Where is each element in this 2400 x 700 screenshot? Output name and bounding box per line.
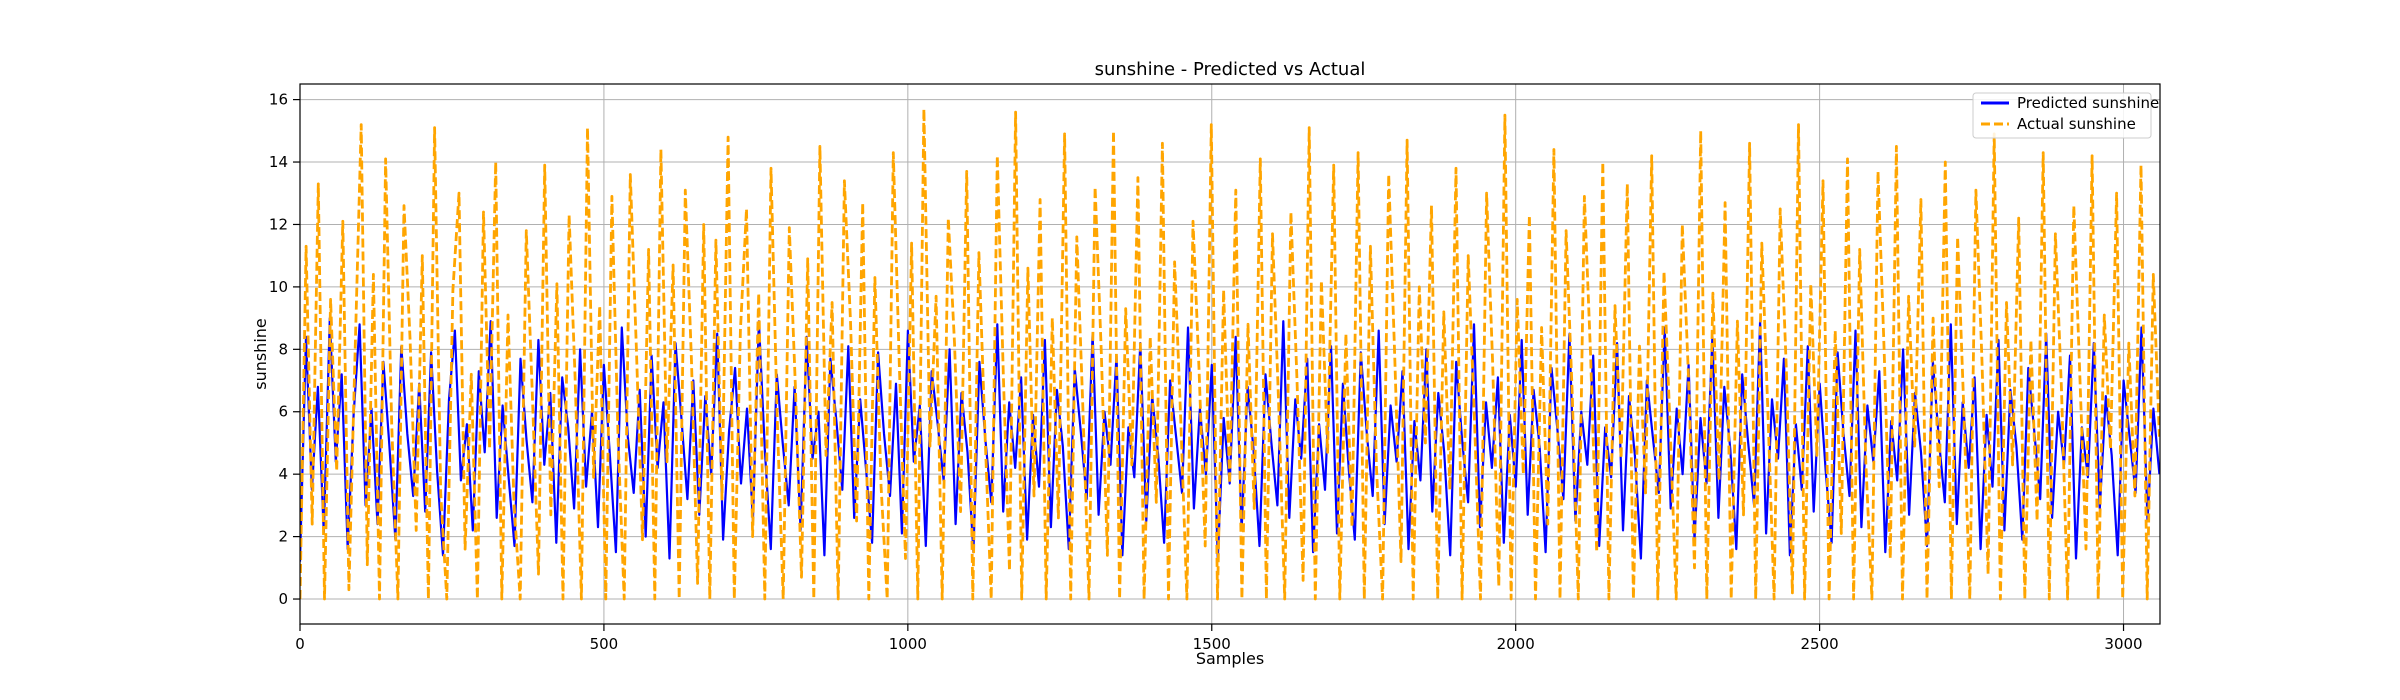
- y-tick-label: 8: [278, 340, 288, 358]
- y-tick-label: 0: [278, 590, 288, 608]
- x-tick-label: 2000: [1497, 635, 1535, 653]
- y-tick-label: 6: [278, 403, 288, 421]
- legend-label-predicted: Predicted sunshine: [2017, 94, 2159, 112]
- y-axis-label: sunshine: [251, 318, 270, 390]
- y-tick-label: 2: [278, 528, 288, 546]
- y-tick-label: 4: [278, 465, 288, 483]
- y-tick-label: 10: [269, 278, 288, 296]
- x-axis-label: Samples: [1196, 649, 1264, 668]
- x-tick-label: 3000: [2104, 635, 2142, 653]
- y-tick-label: 14: [269, 153, 288, 171]
- x-tick-label: 1500: [1193, 635, 1231, 653]
- x-tick-label: 500: [590, 635, 619, 653]
- series-line-predicted: [300, 317, 2160, 562]
- axis-ticks: 0 500 1000 1500 2000 2500 3000 0 2 4 6 8 10 12 14 16: [269, 91, 2143, 653]
- x-tick-label: 2500: [1801, 635, 1839, 653]
- y-tick-label: 16: [269, 91, 288, 109]
- legend-box: [1972, 92, 2152, 139]
- y-tick-label: 12: [269, 215, 288, 233]
- legend-label-actual: Actual sunshine: [2017, 115, 2136, 133]
- plot-frame: [299, 83, 2161, 625]
- x-tick-label: 1000: [889, 635, 927, 653]
- legend: Predicted sunshine Actual sunshine: [1972, 92, 2159, 139]
- series-line-actual: [300, 107, 2160, 601]
- x-tick-label: 0: [295, 635, 305, 653]
- chart-title: sunshine - Predicted vs Actual: [1095, 59, 1366, 80]
- series-area: [300, 107, 2160, 601]
